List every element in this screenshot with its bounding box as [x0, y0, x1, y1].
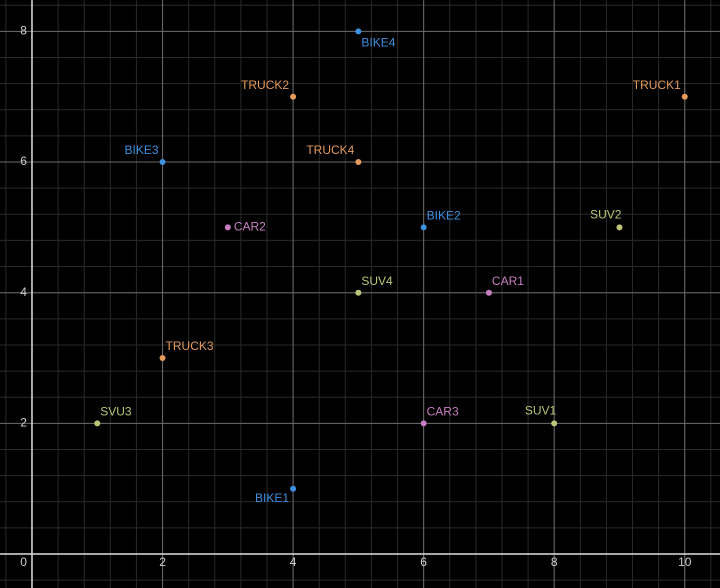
point-label: BIKE4	[361, 36, 395, 50]
x-tick-label: 6	[420, 555, 427, 569]
point	[420, 420, 427, 427]
point	[159, 159, 166, 166]
x-tick-label: 2	[159, 555, 166, 569]
point	[290, 93, 297, 100]
point-label: TRUCK2	[241, 78, 289, 92]
point-label: BIKE1	[255, 491, 289, 505]
x-tick-label: 8	[551, 555, 558, 569]
point-label: SUV4	[361, 274, 393, 288]
point	[420, 224, 427, 231]
point	[159, 355, 166, 362]
point-label: SUV2	[590, 208, 622, 222]
point	[616, 224, 623, 231]
x-tick-label: 0	[20, 555, 27, 569]
point	[94, 420, 101, 427]
y-tick-label: 4	[20, 285, 27, 299]
point-label: TRUCK1	[633, 78, 681, 92]
point-label: CAR3	[427, 405, 459, 419]
point-label: BIKE3	[125, 143, 159, 157]
y-tick-label: 6	[20, 154, 27, 168]
point	[551, 420, 558, 427]
point-label: TRUCK3	[166, 339, 214, 353]
point-label: BIKE2	[427, 209, 461, 223]
y-tick-label: 2	[20, 416, 27, 430]
x-tick-label: 4	[290, 555, 297, 569]
x-tick-label: 10	[678, 555, 692, 569]
point	[224, 224, 231, 231]
y-tick-label: 8	[20, 24, 27, 38]
point	[681, 93, 688, 100]
point	[290, 485, 297, 492]
point-label: SUV1	[525, 404, 557, 418]
point	[355, 289, 362, 296]
point-label: TRUCK4	[306, 143, 354, 157]
point-label: SVU3	[100, 405, 132, 419]
point	[485, 289, 492, 296]
point	[355, 28, 362, 35]
point	[355, 159, 362, 166]
point-label: CAR1	[492, 274, 524, 288]
point-label: CAR2	[234, 220, 266, 234]
